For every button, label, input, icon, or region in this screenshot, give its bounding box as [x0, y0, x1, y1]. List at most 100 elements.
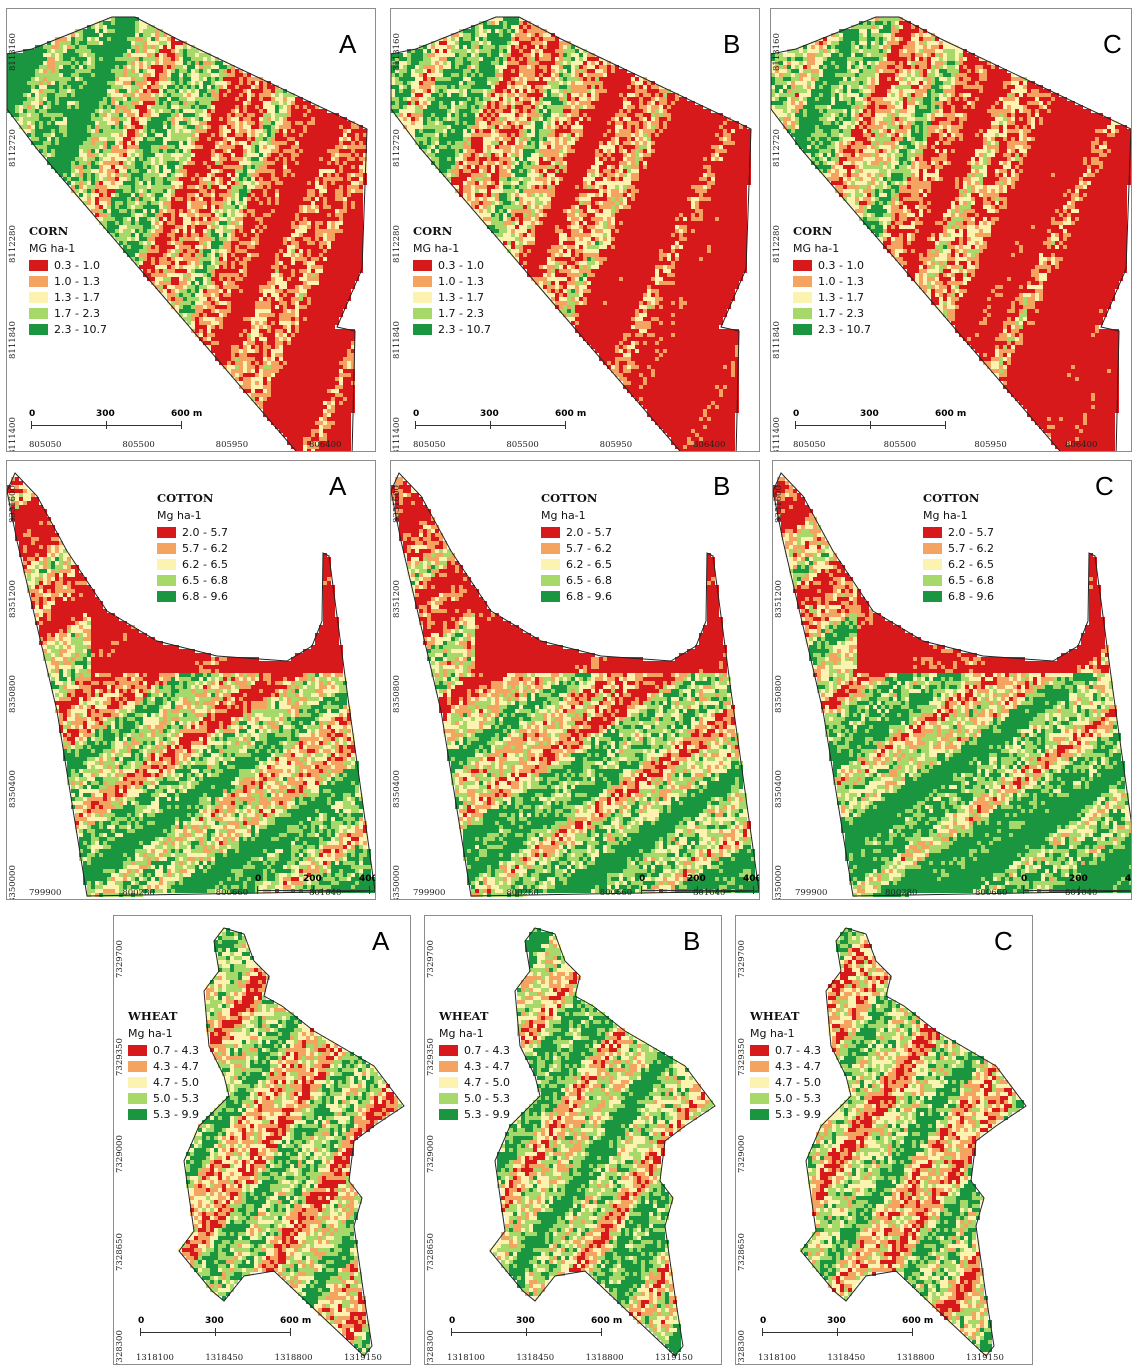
legend-range: 0.7 - 4.3: [464, 1044, 510, 1057]
x-coordinate-label: 801040: [1065, 888, 1097, 898]
map-panel-wheat-c: C WHEAT Mg ha-1 0.7 - 4.3 4.3 - 4.7 4.7 - 5.0…: [735, 915, 1033, 1365]
y-coordinate-label: 7328300: [426, 1330, 436, 1364]
y-coordinate-label: 8351200: [8, 580, 18, 618]
legend: WHEAT Mg ha-1 0.7 - 4.3 4.3 - 4.7 4.7 - 5.0 5…: [128, 1009, 199, 1122]
x-coordinate-label: 800660: [600, 888, 632, 898]
legend-swatch: [128, 1044, 147, 1056]
yield-raster: [800, 927, 1027, 1357]
legend-range: 1.3 - 1.7: [54, 291, 100, 304]
scale-label: 200: [1069, 874, 1088, 884]
legend-swatch: [439, 1108, 458, 1120]
legend-title: CORN: [793, 224, 871, 238]
y-coordinate-label: 8111400: [772, 417, 782, 451]
legend-unit: Mg ha-1: [750, 1027, 821, 1040]
legend-item: 1.0 - 1.3: [793, 273, 871, 289]
y-coordinate-label: 8113160: [772, 33, 782, 71]
field-boundary: [7, 472, 375, 897]
x-coordinate-label: 800280: [122, 888, 154, 898]
legend-item: 1.3 - 1.7: [413, 289, 491, 305]
legend-range: 4.7 - 5.0: [775, 1076, 821, 1089]
legend-swatch: [128, 1076, 147, 1088]
legend-range: 0.7 - 4.3: [153, 1044, 199, 1057]
scale-label: 0: [413, 409, 419, 419]
map-panel-corn-a: A CORN MG ha-1 0.3 - 1.0 1.0 - 1.3 1.3 - 1.7 1…: [6, 8, 376, 452]
y-coordinate-label: 7329700: [737, 940, 747, 978]
legend-swatch: [29, 259, 48, 271]
legend-range: 4.3 - 4.7: [153, 1060, 199, 1073]
legend-range: 0.3 - 1.0: [438, 259, 484, 272]
legend-range: 1.0 - 1.3: [438, 275, 484, 288]
legend-swatch: [750, 1044, 769, 1056]
legend-swatch: [923, 590, 942, 602]
legend: WHEAT Mg ha-1 0.7 - 4.3 4.3 - 4.7 4.7 - 5.0 5…: [439, 1009, 510, 1122]
scale-label: 600 m: [902, 1316, 933, 1326]
map-panel-cotton-b: B COTTON Mg ha-1 2.0 - 5.7 5.7 - 6.2 6.2 - 6.…: [390, 460, 760, 900]
legend-swatch: [157, 574, 176, 586]
scale-bar: 0 300 600 m: [793, 409, 983, 433]
legend-item: 6.2 - 6.5: [923, 556, 994, 572]
yield-raster: [7, 16, 368, 451]
y-coordinate-label: 8111840: [392, 321, 402, 359]
scale-label: 600 m: [280, 1316, 311, 1326]
legend-swatch: [439, 1060, 458, 1072]
legend-item: 5.0 - 5.3: [128, 1090, 199, 1106]
y-coordinate-label: 8351200: [774, 580, 784, 618]
scale-label: 0: [138, 1316, 144, 1326]
legend-range: 1.3 - 1.7: [438, 291, 484, 304]
panel-label: B: [713, 471, 730, 502]
legend: CORN MG ha-1 0.3 - 1.0 1.0 - 1.3 1.3 - 1.7 1.…: [793, 224, 871, 337]
y-coordinate-label: 8351200: [392, 580, 402, 618]
legend-item: 5.7 - 6.2: [541, 540, 612, 556]
legend-swatch: [413, 323, 432, 335]
map-panel-cotton-a: A COTTON Mg ha-1 2.0 - 5.7 5.7 - 6.2 6.2 - 6.…: [6, 460, 376, 900]
y-coordinate-label: 7329350: [737, 1038, 747, 1076]
legend-range: 6.5 - 6.8: [566, 574, 612, 587]
legend-item: 0.3 - 1.0: [413, 257, 491, 273]
panel-label: B: [683, 926, 700, 957]
legend-swatch: [793, 291, 812, 303]
y-coordinate-label: 8350400: [774, 770, 784, 808]
legend-swatch: [439, 1092, 458, 1104]
legend-range: 2.0 - 5.7: [948, 526, 994, 539]
x-coordinate-label: 1319150: [966, 1353, 1004, 1363]
panel-label: A: [339, 29, 356, 60]
y-coordinate-label: 8111400: [392, 417, 402, 451]
legend-range: 1.3 - 1.7: [818, 291, 864, 304]
legend: COTTON Mg ha-1 2.0 - 5.7 5.7 - 6.2 6.2 - 6.5…: [157, 491, 228, 604]
scale-label: 300: [480, 409, 499, 419]
legend: WHEAT Mg ha-1 0.7 - 4.3 4.3 - 4.7 4.7 - 5.0 5…: [750, 1009, 821, 1122]
legend: CORN MG ha-1 0.3 - 1.0 1.0 - 1.3 1.3 - 1.7 1.…: [413, 224, 491, 337]
legend-swatch: [750, 1108, 769, 1120]
scale-bar: 0 300 600 m: [413, 409, 603, 433]
legend-range: 5.3 - 9.9: [153, 1108, 199, 1121]
scale-label: 200: [687, 874, 706, 884]
scale-label: 300: [860, 409, 879, 419]
legend-item: 1.7 - 2.3: [793, 305, 871, 321]
legend-range: 0.3 - 1.0: [818, 259, 864, 272]
field-boundary: [489, 927, 716, 1357]
legend-unit: MG ha-1: [29, 242, 107, 255]
legend-swatch: [750, 1060, 769, 1072]
scale-label: 300: [516, 1316, 535, 1326]
yield-raster: [7, 472, 375, 897]
y-coordinate-label: 8111840: [772, 321, 782, 359]
legend-swatch: [29, 307, 48, 319]
legend-unit: Mg ha-1: [439, 1027, 510, 1040]
y-coordinate-label: 8350000: [8, 865, 18, 899]
legend-title: CORN: [413, 224, 491, 238]
legend-unit: Mg ha-1: [128, 1027, 199, 1040]
legend-range: 5.3 - 9.9: [775, 1108, 821, 1121]
legend-swatch: [413, 307, 432, 319]
legend-range: 5.0 - 5.3: [775, 1092, 821, 1105]
legend-title: COTTON: [541, 491, 612, 505]
legend-swatch: [413, 275, 432, 287]
x-coordinate-label: 1318800: [897, 1353, 935, 1363]
x-coordinate-label: 805500: [506, 440, 538, 450]
legend-swatch: [923, 526, 942, 538]
legend-title: CORN: [29, 224, 107, 238]
field-boundary: [391, 16, 752, 451]
y-coordinate-label: 8112280: [392, 225, 402, 263]
legend-item: 6.5 - 6.8: [923, 572, 994, 588]
legend-title: COTTON: [157, 491, 228, 505]
legend-swatch: [413, 259, 432, 271]
